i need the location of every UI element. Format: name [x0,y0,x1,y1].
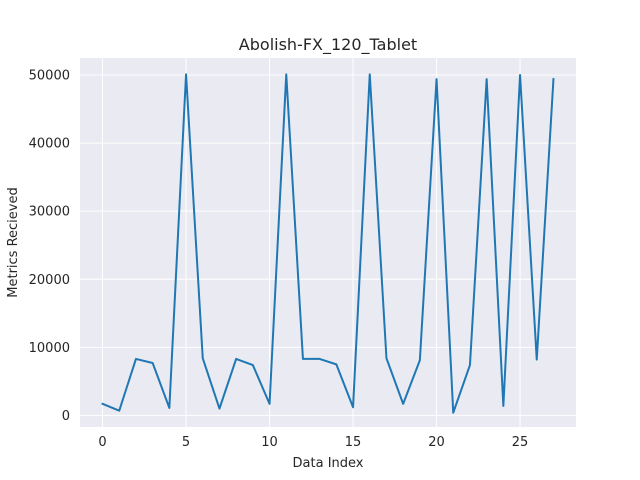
x-axis-ticks: 0 5 10 15 20 25 [98,435,528,450]
x-tick-label: 0 [98,435,106,450]
grid-lines [80,58,576,427]
y-tick-label: 50000 [29,69,70,84]
y-tick-label: 0 [62,409,70,424]
series-group [101,73,555,414]
y-tick-label: 10000 [29,341,70,356]
y-axis-ticks: 0 10000 20000 30000 40000 50000 [29,69,70,424]
y-axis-label: Metrics Recieved [6,187,21,297]
y-tick-label: 40000 [29,137,70,152]
x-tick-label: 25 [512,435,529,450]
x-tick-label: 20 [428,435,445,450]
series-line [101,73,555,414]
x-tick-label: 5 [182,435,190,450]
x-tick-label: 15 [345,435,362,450]
chart-title: Abolish-FX_120_Tablet [239,35,417,55]
y-tick-label: 20000 [29,273,70,288]
plot-area [80,58,576,427]
x-tick-label: 10 [261,435,278,450]
x-axis-label: Data Index [293,456,364,471]
y-tick-label: 30000 [29,205,70,220]
